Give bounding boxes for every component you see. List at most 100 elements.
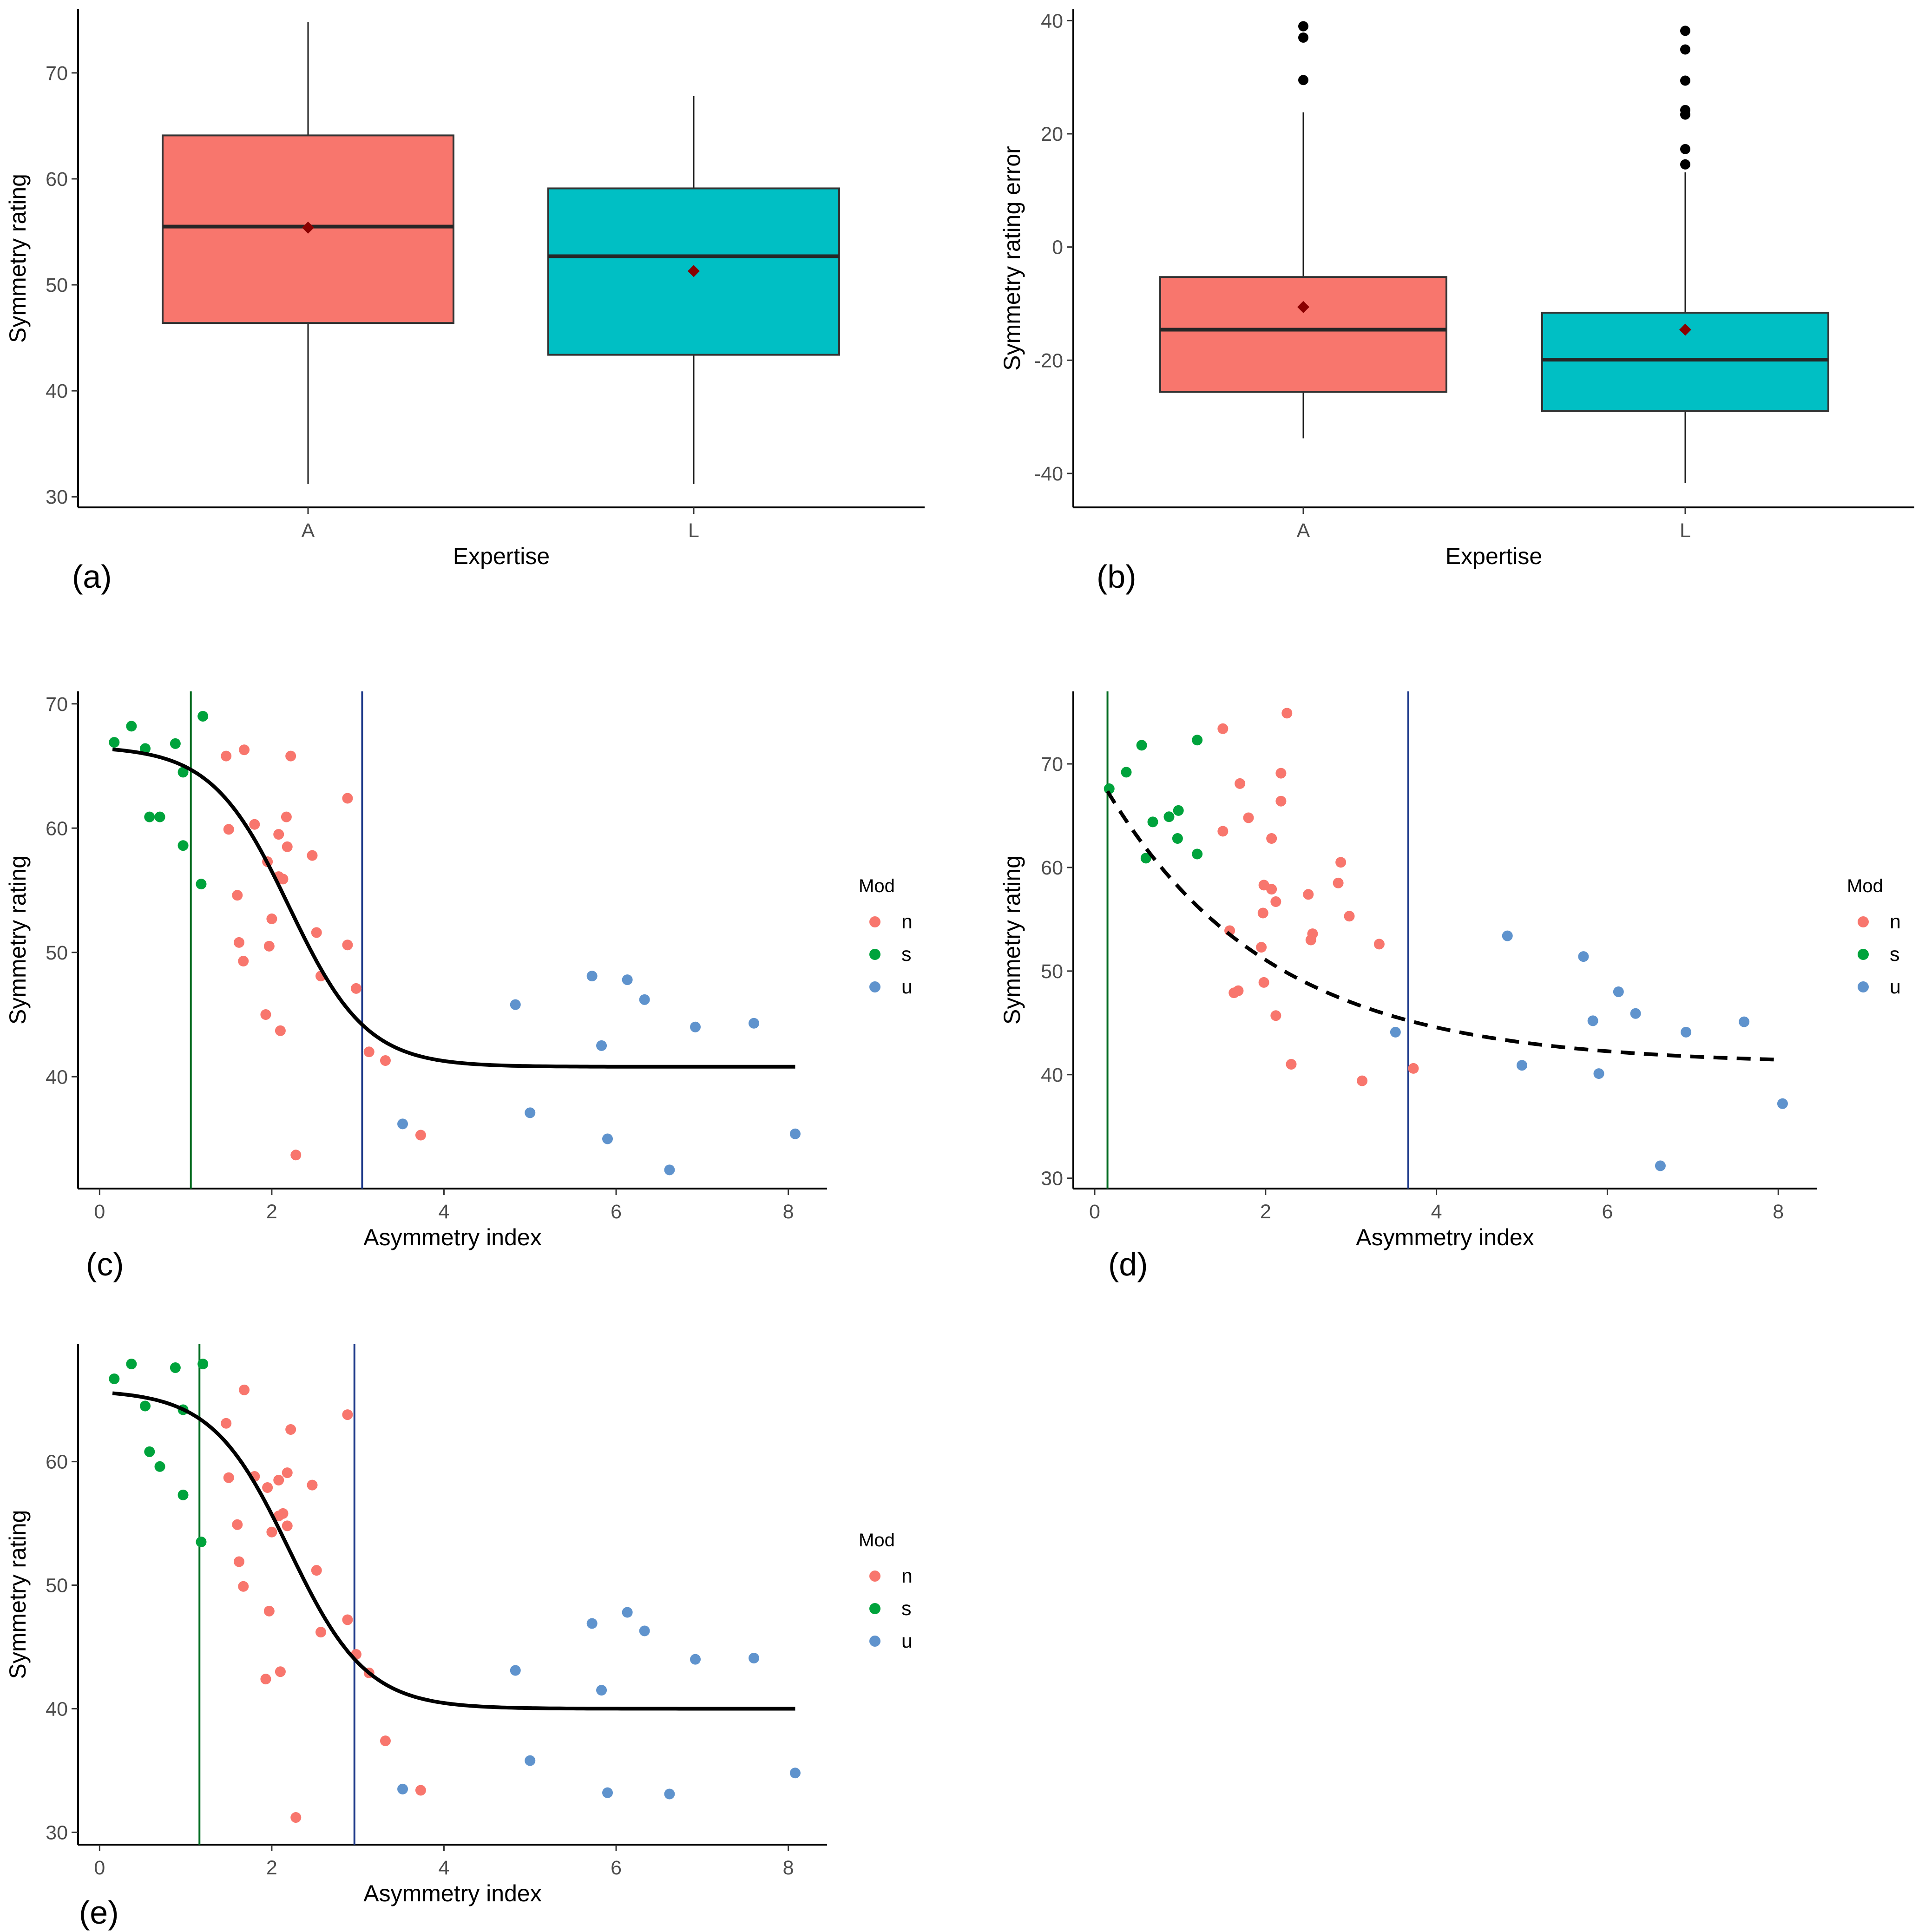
point-s [109,1373,120,1384]
point-n [1257,907,1268,919]
point-n [238,1581,249,1592]
x-tick-label: 8 [783,1857,794,1879]
point-n [1270,896,1281,907]
point-n [1373,939,1385,950]
point-u [1390,1026,1401,1038]
point-n [277,874,289,885]
point-s [126,1359,137,1370]
legend-key-u [869,1636,880,1647]
point-n [1229,987,1240,999]
x-axis-title: Asymmetry index [363,1880,541,1906]
point-n [1275,795,1287,807]
point-n [282,841,293,852]
x-axis-title: Expertise [1445,543,1542,569]
y-axis-title: Symmetry rating [999,855,1025,1025]
y-tick-label: 70 [46,62,68,85]
point-u [1739,1016,1750,1027]
point-n [1217,826,1229,837]
point-n [290,1812,302,1823]
y-tick-label: 60 [1041,857,1063,879]
point-u [789,1768,801,1779]
x-tick-label: A [1297,519,1310,542]
x-tick-label: L [1680,519,1691,542]
legend-label-u: u [901,976,913,998]
point-n [1258,977,1269,988]
point-u [639,1625,650,1636]
legend-label-s: s [901,943,912,966]
mean-marker [1297,301,1309,313]
point-u [1593,1068,1604,1079]
legend-key-n [869,1571,880,1582]
point-s [154,1461,165,1472]
point-n [273,1475,284,1486]
y-axis-title: Symmetry rating error [999,146,1025,370]
point-u [664,1788,675,1800]
x-tick-label: 8 [1773,1201,1784,1223]
y-tick-label: 40 [46,380,68,402]
y-tick-label: 40 [1041,1064,1063,1086]
legend-label-s: s [1890,943,1900,966]
legend-key-n [869,916,880,927]
point-n [277,1508,289,1519]
point-n [233,1556,244,1567]
point-n [342,793,353,804]
fit-curve [1106,790,1783,1062]
x-tick-label: 0 [1089,1201,1100,1223]
point-n [232,1519,243,1530]
fit-curve [112,1391,795,1711]
point-n [315,1627,327,1638]
point-n [282,1520,293,1531]
legend-key-u [1858,981,1869,992]
y-tick-label: 30 [1041,1168,1063,1190]
point-u [397,1118,408,1130]
point-n [221,750,232,762]
point-n [307,850,318,861]
point-n [1408,1063,1419,1074]
point-n [1303,889,1314,900]
point-n [350,983,361,994]
y-tick-label: 0 [1052,237,1063,259]
y-tick-label: 50 [46,1575,68,1597]
point-n [281,811,292,822]
point-n [285,750,296,762]
point-u [749,1018,760,1029]
point-s [126,721,137,732]
mean-marker [688,265,700,277]
outlier-point [1680,144,1690,154]
point-u [1777,1098,1788,1109]
panel-a: 30 40 50 60 70 A L Expertise Symmetry rating (a) [5,9,925,595]
y-tick-label: 30 [46,1821,68,1844]
point-u [1681,1026,1692,1038]
point-u [639,994,650,1005]
point-n [275,1666,286,1677]
legend-title: Mod [1847,876,1883,896]
point-s [144,811,155,822]
point-n [223,824,234,835]
point-s [177,840,189,851]
point-n [239,1384,250,1395]
legend-label-u: u [901,1630,913,1652]
point-n [342,1614,353,1625]
legend-key-u [869,981,880,992]
point-u [586,971,598,982]
point-n [1235,778,1246,789]
point-n [1243,812,1254,823]
point-n [1286,1059,1297,1070]
outlier-point [1298,75,1308,85]
y-axis-title: Symmetry rating [5,855,31,1025]
point-s [196,879,207,890]
outlier-point [1680,159,1690,170]
point-n [311,1565,322,1576]
point-n [266,1526,277,1538]
point-n [232,890,243,901]
point-n [363,1046,374,1058]
x-tick-label: 8 [783,1201,794,1223]
y-tick-label: 20 [1041,123,1063,145]
point-n [238,955,249,966]
panel-label: (e) [79,1894,119,1931]
outlier-point [1298,21,1308,32]
panel-label: (a) [72,559,112,595]
panel-label: (c) [86,1246,124,1282]
